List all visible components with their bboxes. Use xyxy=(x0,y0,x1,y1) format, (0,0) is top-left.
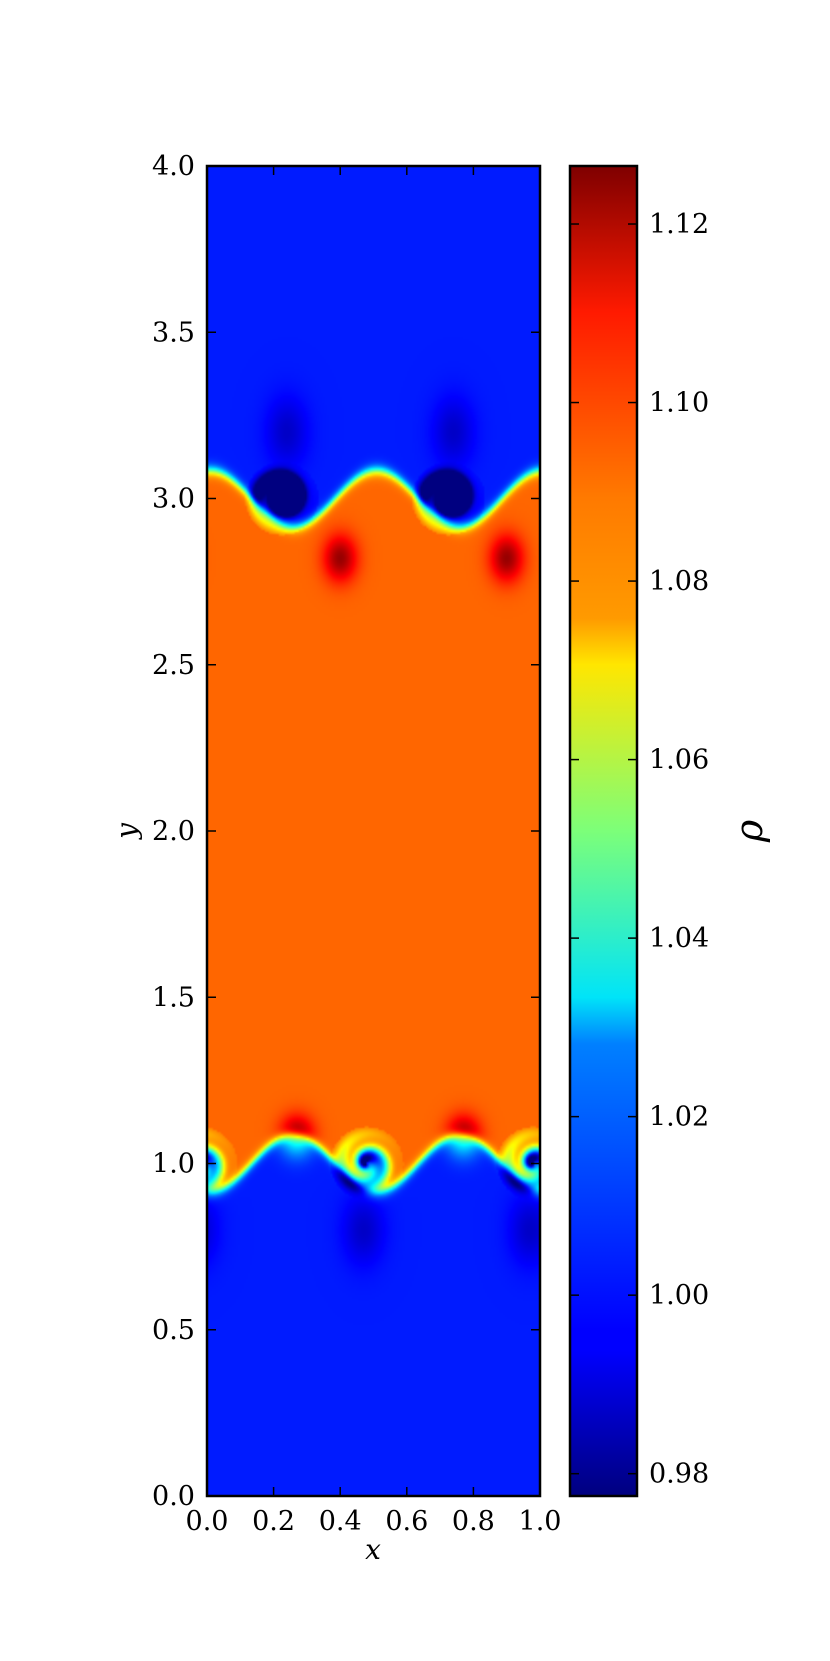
x-tick-label: 1.0 xyxy=(519,1506,562,1537)
x-tick-label: 0.8 xyxy=(452,1506,495,1537)
y-tick-label: 0.0 xyxy=(152,1481,195,1512)
y-tick-label: 1.5 xyxy=(152,982,195,1013)
colorbar xyxy=(568,164,639,1498)
y-tick-label: 4.0 xyxy=(152,151,195,182)
colorbar-ticks: 0.98 1.00 1.02 1.04 1.06 1.08 1.10 1.12 xyxy=(570,209,709,1490)
x-tick-label: 0.4 xyxy=(319,1506,362,1537)
colorbar-tick-label: 0.98 xyxy=(649,1459,709,1490)
heatmap-area xyxy=(207,166,540,1496)
y-tick-label: 0.5 xyxy=(152,1315,195,1346)
colorbar-label: ρ xyxy=(727,819,771,843)
x-tick-label: 0.0 xyxy=(186,1506,229,1537)
y-tick-label: 3.0 xyxy=(152,484,195,515)
y-axis: 0.0 0.5 1.0 1.5 2.0 2.5 3.0 3.5 4.0 xyxy=(152,151,540,1512)
y-axis-label: y xyxy=(110,822,143,841)
y-tick-label: 3.5 xyxy=(152,317,195,348)
colorbar-tick-label: 1.12 xyxy=(649,209,709,240)
colorbar-tick-label: 1.00 xyxy=(649,1280,709,1311)
colorbar-tick-label: 1.10 xyxy=(649,388,709,419)
colorbar-tick-label: 1.02 xyxy=(649,1102,709,1133)
colorbar-tick-label: 1.04 xyxy=(649,923,709,954)
colorbar-tick-label: 1.06 xyxy=(649,745,709,776)
x-axis-label: x xyxy=(365,1533,381,1566)
y-tick-label: 2.0 xyxy=(152,816,195,847)
colorbar-tick-label: 1.08 xyxy=(649,566,709,597)
x-tick-label: 0.6 xyxy=(385,1506,428,1537)
y-tick-label: 2.5 xyxy=(152,650,195,681)
x-axis: 0.0 0.2 0.4 0.6 0.8 1.0 xyxy=(186,166,562,1537)
y-tick-label: 1.0 xyxy=(152,1149,195,1180)
density-field-image xyxy=(207,166,540,1496)
x-tick-label: 0.2 xyxy=(252,1506,295,1537)
